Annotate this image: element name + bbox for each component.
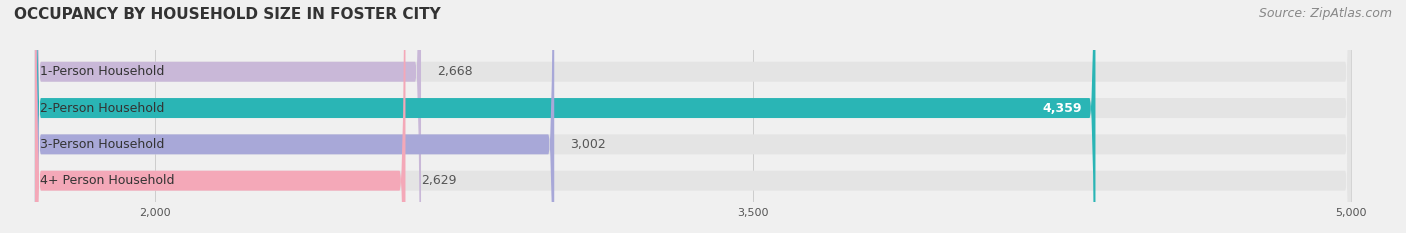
FancyBboxPatch shape xyxy=(35,0,1351,233)
Text: 2-Person Household: 2-Person Household xyxy=(39,102,165,115)
FancyBboxPatch shape xyxy=(35,0,1351,233)
FancyBboxPatch shape xyxy=(35,0,1095,233)
FancyBboxPatch shape xyxy=(35,0,405,233)
Text: 3,002: 3,002 xyxy=(571,138,606,151)
Text: OCCUPANCY BY HOUSEHOLD SIZE IN FOSTER CITY: OCCUPANCY BY HOUSEHOLD SIZE IN FOSTER CI… xyxy=(14,7,441,22)
FancyBboxPatch shape xyxy=(35,0,1351,233)
Text: 3-Person Household: 3-Person Household xyxy=(39,138,165,151)
FancyBboxPatch shape xyxy=(35,0,1351,233)
Text: 2,668: 2,668 xyxy=(437,65,472,78)
Text: 2,629: 2,629 xyxy=(422,174,457,187)
FancyBboxPatch shape xyxy=(35,0,420,233)
FancyBboxPatch shape xyxy=(35,0,554,233)
Text: Source: ZipAtlas.com: Source: ZipAtlas.com xyxy=(1258,7,1392,20)
Text: 1-Person Household: 1-Person Household xyxy=(39,65,165,78)
Text: 4+ Person Household: 4+ Person Household xyxy=(39,174,174,187)
Text: 4,359: 4,359 xyxy=(1042,102,1081,115)
